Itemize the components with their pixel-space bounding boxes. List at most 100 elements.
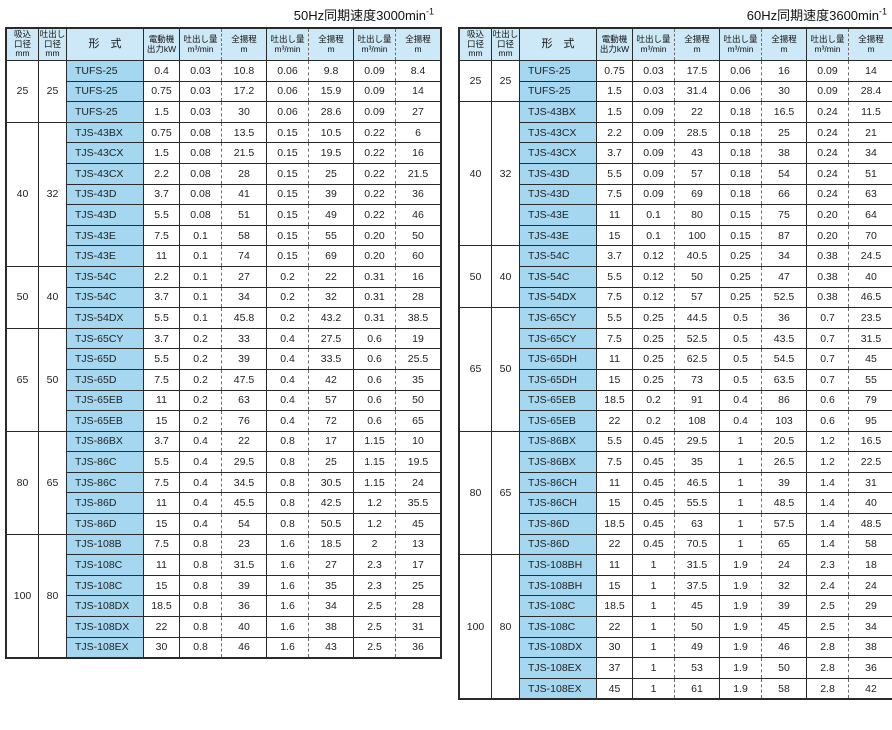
flow-2-cell: 0.18 [719,121,762,144]
flow-1-cell: 1 [632,554,675,576]
model-cell: TJS-86D [66,492,144,515]
head-3-cell: 64 [848,204,892,226]
head-3-cell: 16 [395,142,442,164]
model-cell: TJS-108DX [66,595,144,618]
flow-3-cell: 2.8 [806,636,849,659]
flow-3-cell: 0.20 [806,204,849,226]
flow-2-cell: 0.8 [266,430,309,453]
spec-row: TJS-108C 15 0.8 39 1.6 35 2.3 25 [6,574,442,597]
head-2-cell: 43.2 [308,307,354,329]
flow-1-cell: 0.8 [179,533,222,556]
head-2-cell: 42 [308,368,354,391]
head-3-cell: 50 [395,224,442,247]
flow-1-cell: 0.09 [632,121,675,144]
head-3-cell: 14 [848,60,892,82]
flow-1-cell: 1 [632,616,675,638]
head-1-cell: 62.5 [674,348,720,370]
spec-row: TJS-86C 5.5 0.4 29.5 0.8 25 1.15 19.5 [6,451,442,473]
spec-row: TJS-108EX 30 0.8 46 1.6 43 2.5 36 [6,636,442,659]
flow-2-cell: 0.15 [719,204,762,226]
head-3-cell: 10 [395,430,442,453]
head-2-cell: 39 [761,471,807,494]
flow-1-cell: 0.45 [632,492,675,515]
model-cell: TJS-54C [66,265,144,288]
model-cell: TJS-108C [519,595,597,618]
head-2-cell: 22 [308,265,354,288]
head-1-cell: 31.5 [221,554,267,576]
suction-diameter-cell: 25 [459,59,492,103]
flow-2-cell: 0.4 [719,389,762,412]
flow-1-cell: 0.45 [632,513,675,535]
head-1-cell: 52.5 [674,327,720,350]
flow-1-cell: 0.25 [632,327,675,350]
table-title-50hz: 50Hz同期速度3000min-1 [5,3,436,27]
flow-1-cell: 0.1 [632,224,675,247]
flow-2-cell: 1.6 [266,636,309,659]
head-1-cell: 49 [674,636,720,659]
flow-1-cell: 0.2 [179,368,222,391]
head-3-cell: 40 [848,265,892,288]
flow-3-cell: 0.09 [353,101,396,123]
spec-row: TJS-86CH 15 0.45 55.5 1 48.5 1.4 40 [459,492,892,515]
head-3-cell: 28 [395,286,442,309]
flow-1-cell: 0.03 [632,80,675,103]
motor-output-cell: 5.5 [143,307,180,329]
model-cell: TJS-65EB [66,410,144,432]
head-2-cell: 25 [308,162,354,185]
model-cell: TJS-43E [66,245,144,267]
head-3-cell: 46 [395,204,442,226]
model-cell: TJS-108C [66,574,144,597]
flow-3-cell: 2.8 [806,677,849,700]
head-2-cell: 43.5 [761,327,807,350]
flow-3-cell: 0.24 [806,162,849,185]
head-3-cell: 23.5 [848,307,892,329]
table-title-60hz-sup: -1 [878,6,887,17]
flow-1-cell: 0.2 [179,389,222,412]
flow-1-cell: 0.1 [179,265,222,288]
head-2-cell: 27 [308,554,354,576]
head-1-cell: 108 [674,410,720,432]
head-2-cell: 103 [761,410,807,432]
head-3-cell: 28 [395,595,442,618]
column-header-flow-1: 吐出し量 m³/min [632,27,675,61]
flow-2-cell: 0.4 [266,389,309,412]
head-3-cell: 29 [848,595,892,618]
head-1-cell: 50 [674,616,720,638]
header-row: 吸込 口径 mm 吐出し 口径 mm 形 式電動機 出力kW 吐出し量 m³/min 全… [459,27,892,61]
flow-1-cell: 0.2 [179,348,222,370]
model-cell: TJS-65CY [519,327,597,350]
head-1-cell: 27 [221,265,267,288]
spec-row: 50 40 TJS-54C 3.7 0.12 40.5 0.25 34 0.38 24.5 [459,245,892,309]
head-1-cell: 23 [221,533,267,556]
column-header-motor-output: 電動機 出力kW [596,27,633,61]
model-cell: TJS-43CX [519,121,597,144]
motor-output-cell: 0.75 [143,80,180,103]
flow-1-cell: 0.03 [179,101,222,123]
motor-output-cell: 22 [596,410,633,432]
head-3-cell: 36 [395,636,442,659]
flow-3-cell: 0.38 [806,245,849,267]
head-1-cell: 47.5 [221,368,267,391]
head-1-cell: 54 [221,513,267,535]
head-2-cell: 20.5 [761,430,807,453]
head-2-cell: 10.5 [308,121,354,144]
head-1-cell: 45.8 [221,307,267,329]
model-cell: TJS-54C [519,245,597,267]
flow-2-cell: 1.6 [266,574,309,597]
model-cell: TJS-65EB [66,389,144,412]
motor-output-cell: 15 [596,492,633,515]
flow-2-cell: 0.15 [266,245,309,267]
model-cell: TJS-43D [519,162,597,185]
flow-1-cell: 0.25 [632,348,675,370]
head-1-cell: 31.5 [674,554,720,576]
head-3-cell: 19.5 [395,451,442,473]
table-section-60hz: 60Hz同期速度3600min-1 吸込 口径 mm 吐出し 口径 mm 形 式電動… [458,3,892,701]
flow-1-cell: 0.03 [632,60,675,82]
head-3-cell: 31.5 [848,327,892,350]
flow-3-cell: 0.24 [806,183,849,206]
head-2-cell: 15.9 [308,80,354,103]
motor-output-cell: 0.4 [143,60,180,82]
head-2-cell: 72 [308,410,354,432]
head-3-cell: 79 [848,389,892,412]
flow-2-cell: 0.06 [266,80,309,103]
